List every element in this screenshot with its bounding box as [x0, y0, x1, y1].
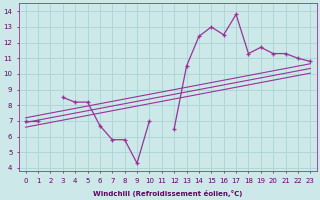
X-axis label: Windchill (Refroidissement éolien,°C): Windchill (Refroidissement éolien,°C) [93, 190, 243, 197]
